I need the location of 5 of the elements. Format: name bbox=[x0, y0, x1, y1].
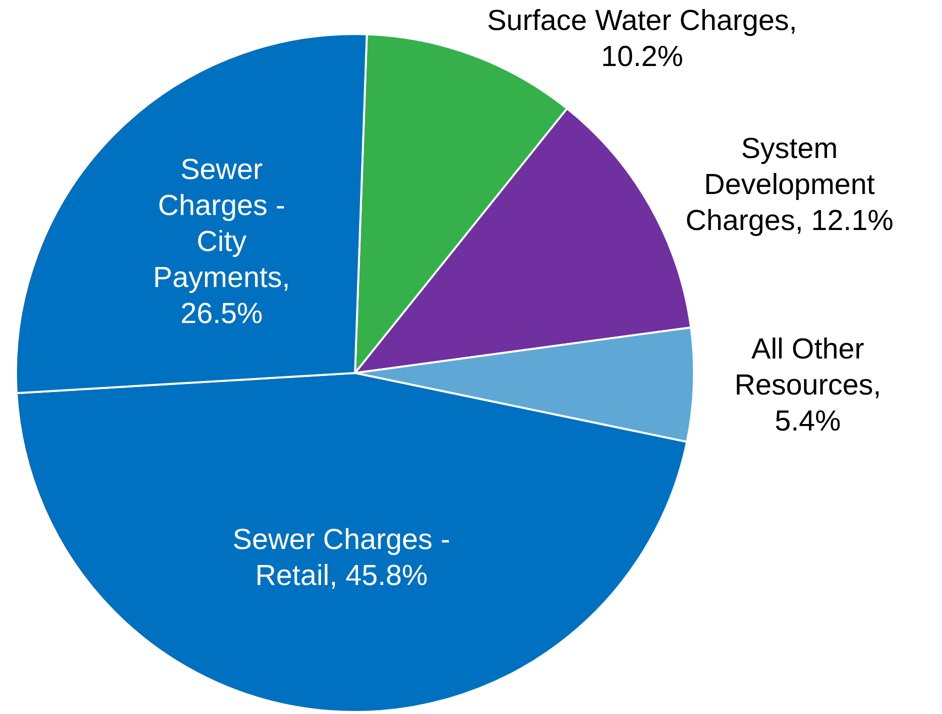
slice-label: All Other Resources, 5.4% bbox=[734, 333, 882, 438]
slice-label: Sewer Charges - Retail, 45.8% bbox=[232, 524, 450, 592]
slice-label: Sewer Charges - City Payments, 26.5% bbox=[153, 154, 290, 330]
slice-label: System Development Charges, 12.1% bbox=[685, 133, 894, 238]
slice-label: Surface Water Charges, 10.2% bbox=[487, 5, 798, 73]
